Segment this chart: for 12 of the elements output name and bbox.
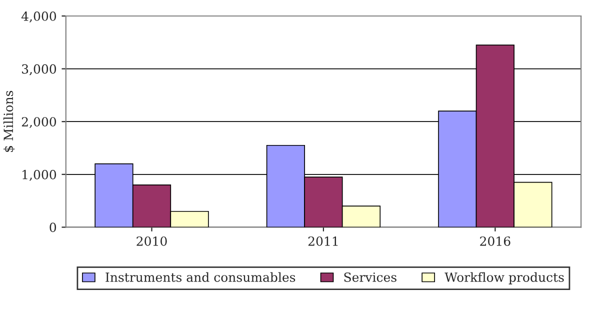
y-tick-label: 3,000 bbox=[22, 64, 56, 76]
y-tick-label: 0 bbox=[50, 222, 56, 232]
y-axis-title: $ Millions bbox=[3, 90, 15, 152]
legend-label: Services bbox=[344, 272, 396, 282]
x-tick-label: 2016 bbox=[480, 236, 510, 246]
x-tick-label: 2011 bbox=[308, 236, 338, 246]
x-tick-label: 2010 bbox=[136, 236, 167, 246]
y-tick-label: 2,000 bbox=[22, 117, 56, 128]
y-tick-label: 1,000 bbox=[22, 170, 56, 181]
legend-label: Workflow products bbox=[444, 272, 564, 284]
legend-label: Instruments and consumables bbox=[106, 272, 296, 282]
y-tick-label: 4,000 bbox=[21, 11, 56, 22]
